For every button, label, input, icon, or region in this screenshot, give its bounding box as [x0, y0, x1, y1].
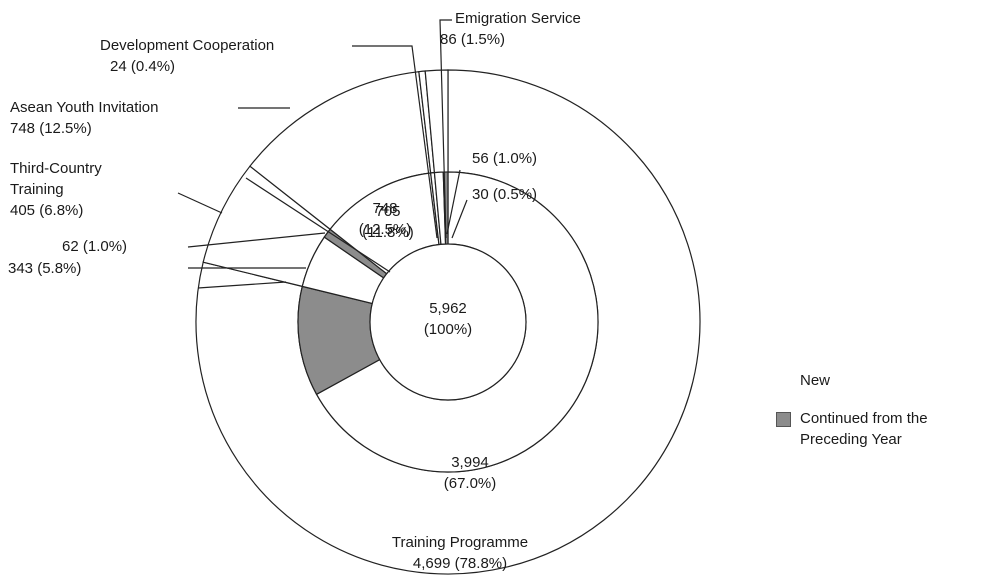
percent-label: (0.4%)	[130, 58, 176, 75]
value-label: 3,994	[451, 454, 489, 471]
percent-label: (1.0%)	[82, 238, 128, 255]
percent-label: (12.5%)	[358, 221, 412, 238]
center-hole	[369, 243, 527, 401]
inner-label: 343 (5.8%)	[8, 258, 81, 279]
inner-label: 56 (1.0%)	[472, 148, 537, 169]
center-value: 5,962	[429, 300, 467, 317]
value-label: 86	[440, 31, 457, 48]
value-label: 405	[10, 202, 36, 219]
center-percent: (100%)	[423, 321, 473, 338]
category-label: Training Programme	[391, 534, 529, 551]
leader-line	[245, 177, 391, 273]
center-label: 5,962 (100%)	[398, 298, 498, 340]
value-label: 56	[472, 150, 489, 167]
value-line: 24 (0.4%)	[110, 58, 175, 75]
legend-label: Continued from the Preceding Year	[800, 410, 928, 448]
rings	[195, 69, 701, 575]
leader-line	[187, 232, 326, 248]
legend-label: New	[800, 372, 831, 389]
legend-swatch	[776, 374, 789, 387]
leader-line	[177, 192, 223, 214]
legend-swatch	[776, 412, 791, 427]
value-label: 24	[110, 58, 127, 75]
outer-label: Development Cooperation 24 (0.4%)	[100, 35, 274, 77]
value-label: 62	[62, 238, 79, 255]
percent-label: (5.8%)	[37, 260, 82, 277]
outer-label: Asean Youth Invitation 748 (12.5%)	[10, 97, 158, 139]
inner-label: 62 (1.0%)	[62, 236, 127, 257]
value-label: 705	[375, 203, 401, 220]
percent-label: (0.5%)	[492, 186, 538, 203]
category-label: Third-Country Training	[10, 160, 102, 198]
leader-line	[451, 199, 468, 239]
percent-label: (6.8%)	[39, 202, 84, 219]
percent-label: (11.8%)	[362, 224, 414, 241]
percent-label: (78.8%)	[454, 555, 508, 572]
leader-line	[446, 169, 461, 235]
inner-label: 3,994 (67.0%)	[420, 452, 520, 494]
value-label: 343	[8, 260, 34, 277]
leader-line	[352, 45, 438, 239]
legend-entry: New	[800, 370, 975, 391]
value-label: 30	[472, 186, 489, 203]
outer-label: Emigration Service 86 (1.5%)	[440, 8, 581, 50]
category-label: Asean Youth Invitation	[10, 99, 159, 116]
legend-entry: Continued from the Preceding Year	[800, 408, 975, 450]
outer-label: Third-Country Training 405 (6.8%)	[10, 158, 135, 221]
outer-label: Training Programme 4,699 (78.8%)	[360, 532, 560, 574]
value-line: 4,699 (78.8%)	[413, 555, 507, 572]
inner-label: 748 (12.5%)	[340, 198, 430, 240]
leader-line	[197, 281, 287, 289]
value-line: 748 (12.5%)	[10, 120, 92, 137]
value-line: 405 (6.8%)	[10, 202, 83, 219]
category-label: Development Cooperation	[100, 37, 275, 54]
inner-label: 30 (0.5%)	[472, 184, 537, 205]
leader-line	[439, 19, 452, 239]
percent-label: (1.5%)	[460, 31, 506, 48]
inner-label: 705 (11.8%)	[343, 201, 433, 243]
leader-lines	[177, 19, 468, 289]
value-label: 4,699	[412, 555, 451, 572]
value-label: 748	[372, 200, 398, 217]
value-label: 748	[10, 120, 36, 137]
value-line: 86 (1.5%)	[440, 31, 505, 48]
percent-label: (1.0%)	[492, 150, 538, 167]
category-label: Emigration Service	[455, 10, 581, 27]
percent-label: (12.5%)	[39, 120, 92, 137]
percent-label: (67.0%)	[443, 475, 497, 492]
